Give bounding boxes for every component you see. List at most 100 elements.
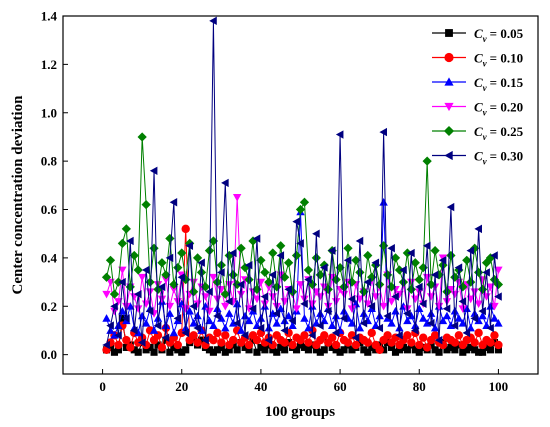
data-point bbox=[320, 263, 328, 272]
data-point bbox=[114, 331, 122, 340]
legend-value: = 0.15 bbox=[490, 75, 524, 90]
data-point bbox=[162, 336, 170, 344]
data-point bbox=[470, 338, 479, 347]
data-point bbox=[482, 268, 490, 277]
data-point bbox=[217, 338, 226, 347]
series-line bbox=[106, 20, 499, 346]
data-point bbox=[403, 346, 411, 354]
data-point bbox=[154, 341, 162, 349]
data-point bbox=[494, 266, 503, 275]
data-point bbox=[493, 279, 504, 290]
data-point bbox=[189, 278, 198, 287]
data-point bbox=[114, 340, 123, 350]
data-point bbox=[482, 343, 491, 351]
data-point bbox=[185, 241, 194, 250]
data-point bbox=[110, 348, 119, 356]
data-point bbox=[269, 346, 277, 354]
data-point bbox=[193, 338, 202, 347]
data-point bbox=[296, 341, 305, 349]
data-point bbox=[470, 314, 479, 323]
data-point bbox=[165, 233, 175, 244]
data-point bbox=[102, 314, 111, 322]
data-point bbox=[288, 340, 297, 350]
data-marks bbox=[101, 16, 504, 356]
data-point bbox=[208, 236, 219, 246]
data-point bbox=[134, 289, 142, 299]
data-point bbox=[213, 328, 222, 338]
data-point bbox=[205, 307, 214, 316]
data-point bbox=[407, 338, 416, 347]
data-point bbox=[403, 331, 412, 340]
legend-marker bbox=[444, 77, 454, 86]
data-point bbox=[419, 299, 427, 309]
data-point bbox=[177, 248, 187, 258]
data-point bbox=[410, 258, 420, 268]
data-point bbox=[355, 323, 365, 332]
data-point bbox=[391, 292, 399, 301]
data-point bbox=[173, 314, 182, 323]
data-point bbox=[458, 305, 467, 313]
data-point bbox=[185, 238, 195, 248]
y-tick-label: 0.4 bbox=[41, 250, 58, 265]
data-point bbox=[331, 298, 341, 306]
data-point bbox=[292, 217, 300, 226]
data-point bbox=[170, 343, 178, 351]
data-point bbox=[494, 292, 502, 301]
data-point bbox=[494, 319, 503, 327]
data-point bbox=[475, 348, 483, 356]
data-point bbox=[189, 302, 197, 311]
data-point bbox=[383, 331, 392, 340]
data-point bbox=[197, 258, 205, 267]
data-point bbox=[240, 311, 250, 320]
data-point bbox=[229, 319, 238, 327]
data-point bbox=[169, 279, 179, 290]
data-point bbox=[145, 306, 154, 316]
data-point bbox=[209, 273, 218, 282]
legend-value: = 0.05 bbox=[490, 26, 524, 41]
data-point bbox=[367, 302, 376, 311]
data-point bbox=[347, 305, 357, 313]
data-point bbox=[260, 292, 269, 301]
data-point bbox=[146, 343, 154, 351]
data-point bbox=[351, 255, 361, 265]
data-point bbox=[443, 346, 451, 354]
data-point bbox=[260, 267, 270, 278]
data-point bbox=[130, 346, 138, 354]
data-point bbox=[173, 340, 182, 350]
data-point bbox=[426, 293, 436, 301]
data-point bbox=[229, 335, 238, 345]
data-point bbox=[248, 304, 257, 313]
data-point bbox=[240, 331, 249, 340]
data-point bbox=[276, 271, 285, 280]
data-point bbox=[204, 246, 215, 256]
legend-subscript: v bbox=[483, 108, 488, 118]
data-point bbox=[351, 299, 361, 308]
data-point bbox=[486, 346, 495, 354]
data-point bbox=[209, 348, 217, 356]
series-line bbox=[106, 197, 499, 314]
data-point bbox=[284, 258, 294, 268]
data-point bbox=[169, 285, 179, 294]
data-point bbox=[331, 328, 340, 338]
data-point bbox=[486, 338, 495, 347]
data-point bbox=[454, 331, 464, 340]
legend-symbol: C bbox=[474, 124, 483, 139]
data-point bbox=[220, 289, 230, 299]
data-point bbox=[418, 262, 428, 273]
data-point bbox=[391, 306, 400, 315]
data-point bbox=[442, 304, 451, 313]
data-point bbox=[474, 328, 483, 338]
data-point bbox=[474, 224, 482, 234]
data-point bbox=[178, 348, 186, 356]
data-point bbox=[300, 331, 309, 340]
data-point bbox=[264, 335, 273, 345]
data-point bbox=[157, 295, 167, 304]
data-point bbox=[221, 348, 229, 356]
data-point bbox=[300, 343, 309, 351]
data-point bbox=[197, 326, 206, 334]
data-point bbox=[292, 346, 301, 354]
data-point bbox=[256, 255, 266, 265]
data-point bbox=[308, 300, 317, 309]
data-point bbox=[142, 346, 150, 354]
data-point bbox=[166, 348, 174, 356]
